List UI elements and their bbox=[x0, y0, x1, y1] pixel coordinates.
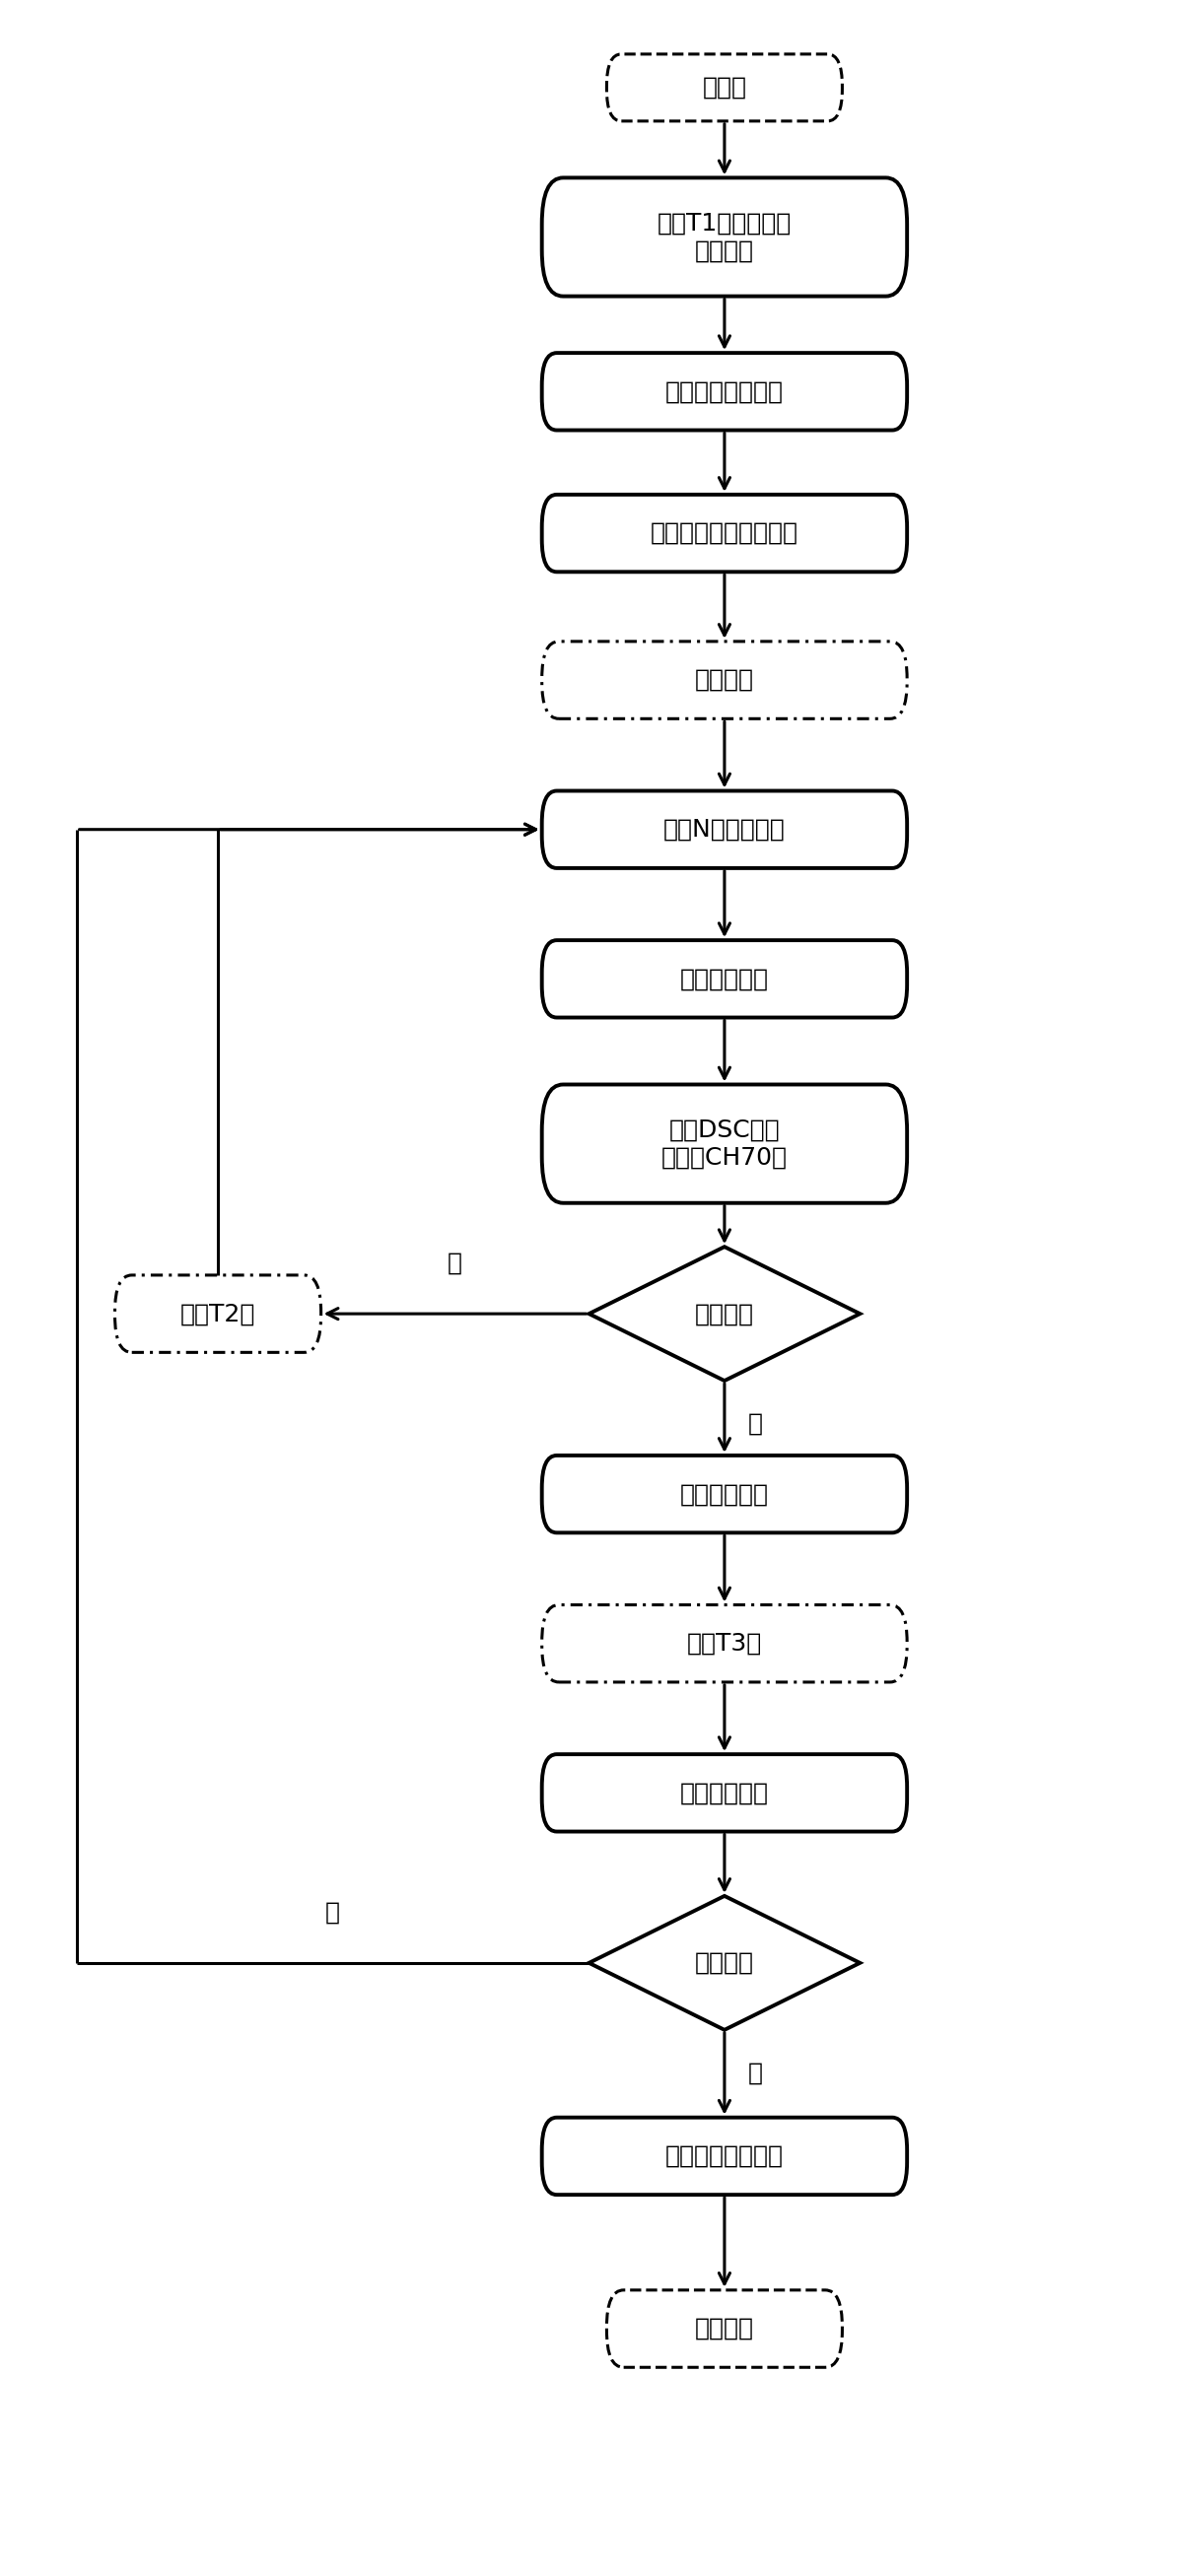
Text: 每隔T1秒计算信道
噪声电平: 每隔T1秒计算信道 噪声电平 bbox=[657, 211, 792, 263]
FancyBboxPatch shape bbox=[542, 1605, 907, 1682]
Text: 发起呼叫: 发起呼叫 bbox=[695, 667, 754, 693]
Text: 否: 否 bbox=[325, 1901, 340, 1924]
FancyBboxPatch shape bbox=[542, 495, 907, 572]
Text: 等待T3秒: 等待T3秒 bbox=[687, 1631, 762, 1656]
FancyBboxPatch shape bbox=[542, 791, 907, 868]
FancyBboxPatch shape bbox=[115, 1275, 320, 1352]
FancyBboxPatch shape bbox=[607, 2290, 842, 2367]
Text: 建立信道质量评估列表: 建立信道质量评估列表 bbox=[650, 520, 799, 546]
FancyBboxPatch shape bbox=[542, 1754, 907, 1832]
Text: 开启通信: 开启通信 bbox=[695, 2316, 754, 2342]
Text: 监听DSC值守
信道（CH70）: 监听DSC值守 信道（CH70） bbox=[661, 1118, 788, 1170]
Text: 转至后续通信信道: 转至后续通信信道 bbox=[666, 2143, 783, 2169]
Text: 构建呼叫字组: 构建呼叫字组 bbox=[680, 966, 769, 992]
FancyBboxPatch shape bbox=[542, 353, 907, 430]
FancyBboxPatch shape bbox=[542, 1455, 907, 1533]
FancyBboxPatch shape bbox=[542, 1084, 907, 1203]
Text: 选出N个优选信道: 选出N个优选信道 bbox=[663, 817, 786, 842]
FancyBboxPatch shape bbox=[542, 2117, 907, 2195]
FancyBboxPatch shape bbox=[542, 178, 907, 296]
Text: 是: 是 bbox=[748, 1412, 763, 1435]
FancyBboxPatch shape bbox=[607, 54, 842, 121]
Text: 是否正确: 是否正确 bbox=[695, 1950, 754, 1976]
FancyBboxPatch shape bbox=[542, 940, 907, 1018]
Text: 信道噪声电平排序: 信道噪声电平排序 bbox=[666, 379, 783, 404]
Polygon shape bbox=[589, 1247, 860, 1381]
Text: 呼叫台: 呼叫台 bbox=[702, 75, 747, 100]
Text: 接收应答字组: 接收应答字组 bbox=[680, 1780, 769, 1806]
Text: 是: 是 bbox=[748, 2061, 763, 2084]
Text: 否: 否 bbox=[448, 1252, 463, 1275]
Text: 等待T2秒: 等待T2秒 bbox=[180, 1301, 256, 1327]
Text: 发射呼叫字组: 发射呼叫字组 bbox=[680, 1481, 769, 1507]
FancyBboxPatch shape bbox=[542, 641, 907, 719]
Polygon shape bbox=[589, 1896, 860, 2030]
Text: 是否空闲: 是否空闲 bbox=[695, 1301, 754, 1327]
